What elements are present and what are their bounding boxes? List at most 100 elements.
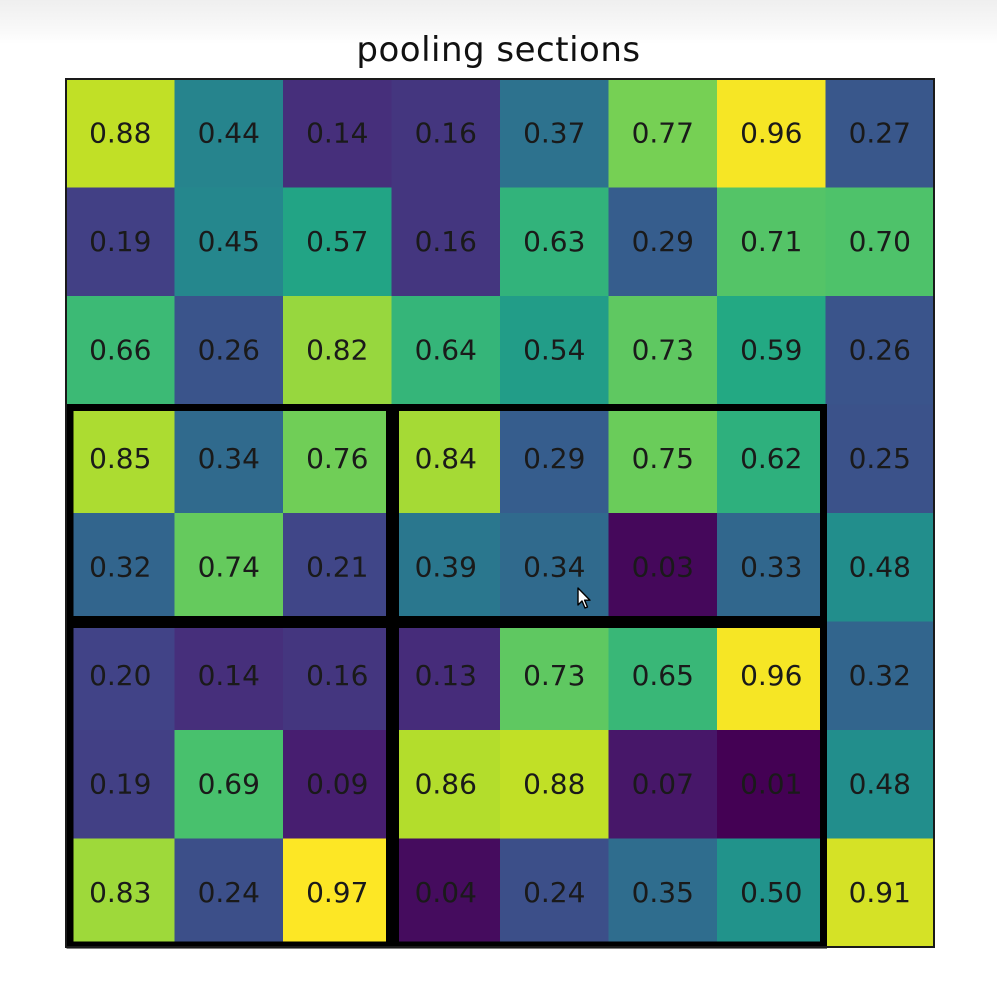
heatmap-labels: 0.88 0.44 0.14 0.16 0.37 0.77 0.96 0.27 0.19 0.45…: [89, 116, 911, 909]
plot-frame: [65, 78, 935, 948]
heatmap-cell: [825, 187, 935, 297]
heatmap-cell: [174, 296, 284, 406]
heatmap-cell: [717, 838, 827, 948]
heatmap-cell-label: 0.77: [632, 116, 694, 149]
heatmap-cells: [66, 79, 935, 948]
heatmap-cell: [174, 730, 284, 840]
heatmap-cell-label: 0.96: [740, 659, 802, 692]
heatmap-cell-label: 0.32: [89, 550, 151, 583]
heatmap-cell-label: 0.63: [523, 225, 585, 258]
heatmap-cell-label: 0.97: [306, 876, 368, 909]
heatmap-cell-label: 0.16: [306, 659, 368, 692]
heatmap-cell-label: 0.50: [740, 876, 802, 909]
heatmap-cell: [391, 79, 501, 189]
heatmap-cell-label: 0.29: [523, 442, 585, 475]
heatmap-cell: [608, 513, 718, 623]
heatmap-cell-label: 0.19: [89, 225, 151, 258]
heatmap-cell: [500, 404, 610, 514]
heatmap-cell: [825, 404, 935, 514]
heatmap-cell-label: 0.74: [198, 550, 260, 583]
heatmap-cell-label: 0.16: [415, 116, 477, 149]
heatmap-cell: [825, 513, 935, 623]
heatmap-cell-label: 0.09: [306, 767, 368, 800]
heatmap-cell-label: 0.71: [740, 225, 802, 258]
heatmap-cell: [500, 513, 610, 623]
heatmap-cell: [608, 187, 718, 297]
heatmap-cell-label: 0.59: [740, 333, 802, 366]
heatmap-cell-label: 0.24: [198, 876, 260, 909]
heatmap-cell: [825, 79, 935, 189]
heatmap-cell-label: 0.65: [632, 659, 694, 692]
heatmap-cell: [717, 79, 827, 189]
heatmap-cell: [391, 513, 501, 623]
heatmap-cell-label: 0.34: [523, 550, 585, 583]
heatmap-cell: [391, 730, 501, 840]
heatmap-cell: [66, 838, 176, 948]
heatmap-cell-label: 0.88: [89, 116, 151, 149]
pooling-sections: [66, 404, 827, 949]
heatmap-cell: [500, 621, 610, 731]
heatmap-cell: [608, 730, 718, 840]
heatmap-cell-label: 0.69: [198, 767, 260, 800]
heatmap-cell: [500, 187, 610, 297]
heatmap-cell-label: 0.25: [849, 442, 911, 475]
pooling-section-box: [392, 621, 827, 949]
heatmap-cell-label: 0.35: [632, 876, 694, 909]
heatmap-cell: [174, 513, 284, 623]
heatmap-cell-label: 0.07: [632, 767, 694, 800]
heatmap-cell-label: 0.45: [198, 225, 260, 258]
heatmap-cell: [500, 838, 610, 948]
heatmap-cell-label: 0.82: [306, 333, 368, 366]
heatmap-cell-label: 0.83: [89, 876, 151, 909]
heatmap-cell: [717, 296, 827, 406]
heatmap-cell: [283, 296, 393, 406]
heatmap-cell-label: 0.48: [849, 767, 911, 800]
heatmap-cell: [608, 79, 718, 189]
heatmap-cell-label: 0.57: [306, 225, 368, 258]
heatmap-cell-label: 0.29: [632, 225, 694, 258]
heatmap-cell: [500, 296, 610, 406]
heatmap-cell: [174, 187, 284, 297]
heatmap-cell-label: 0.88: [523, 767, 585, 800]
heatmap-cell: [825, 296, 935, 406]
heatmap-cell: [608, 296, 718, 406]
heatmap-cell: [717, 187, 827, 297]
heatmap-cell-label: 0.73: [632, 333, 694, 366]
heatmap-cell: [66, 730, 176, 840]
heatmap-cell-label: 0.54: [523, 333, 585, 366]
heatmap-cell-label: 0.44: [198, 116, 260, 149]
heatmap-cell: [500, 730, 610, 840]
heatmap-cell: [66, 79, 176, 189]
heatmap-cell-label: 0.33: [740, 550, 802, 583]
heatmap-cell-label: 0.13: [415, 659, 477, 692]
mouse-cursor-icon: [577, 587, 591, 609]
heatmap-cell-label: 0.04: [415, 876, 477, 909]
heatmap-cell-label: 0.37: [523, 116, 585, 149]
heatmap-cell: [66, 513, 176, 623]
heatmap-cell-label: 0.62: [740, 442, 802, 475]
heatmap-cell-label: 0.03: [632, 550, 694, 583]
heatmap-cell: [174, 404, 284, 514]
heatmap-cell-label: 0.64: [415, 333, 477, 366]
heatmap-cell-label: 0.27: [849, 116, 911, 149]
chart-title: pooling sections: [356, 30, 641, 70]
heatmap-cell-label: 0.20: [89, 659, 151, 692]
heatmap-cell: [608, 404, 718, 514]
heatmap-cell: [174, 838, 284, 948]
heatmap-cell-label: 0.14: [198, 659, 260, 692]
heatmap-cell-label: 0.85: [89, 442, 151, 475]
heatmap-cell: [66, 404, 176, 514]
heatmap-cell-label: 0.01: [740, 767, 802, 800]
heatmap-cell-label: 0.16: [415, 225, 477, 258]
heatmap-cell-label: 0.21: [306, 550, 368, 583]
heatmap-cell: [391, 404, 501, 514]
heatmap-cell: [717, 404, 827, 514]
heatmap-cell-label: 0.86: [415, 767, 477, 800]
heatmap-cell: [825, 838, 935, 948]
heatmap-cell: [391, 187, 501, 297]
heatmap-cell: [283, 404, 393, 514]
pooling-section-box: [66, 404, 393, 623]
heatmap-cell-label: 0.48: [849, 550, 911, 583]
